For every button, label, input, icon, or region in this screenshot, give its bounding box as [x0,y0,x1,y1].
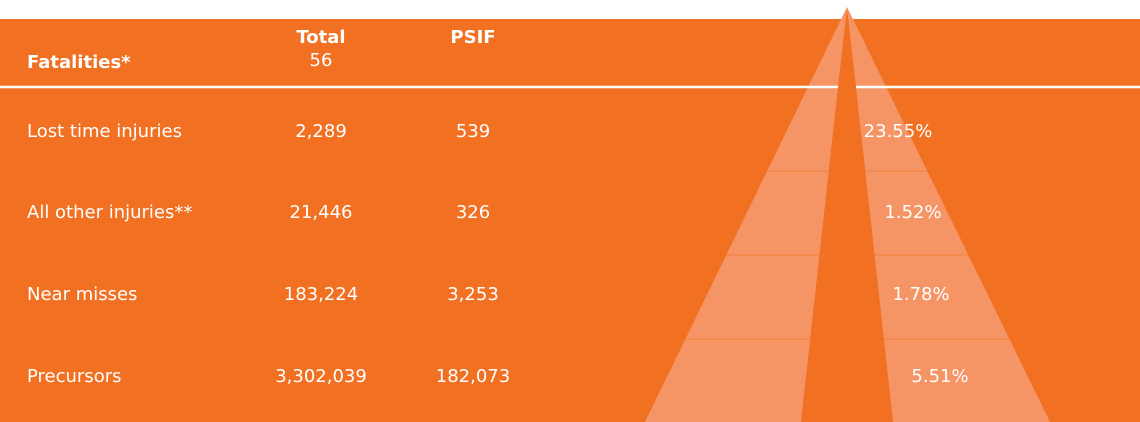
row-psif: 539 [455,121,491,142]
pyramid-left-wedge [645,7,847,422]
pyramid-center [801,7,893,422]
total-column-header: Total [296,27,346,48]
row-percent: 1.78% [892,284,950,305]
row-psif: 326 [455,202,491,223]
row-total: 2,289 [295,121,347,142]
row-label: Near misses [27,284,138,305]
row-total: 3,302,039 [275,366,367,387]
row-total: 183,224 [283,284,359,305]
row-psif: 3,253 [447,284,499,305]
row-percent: 23.55% [863,121,933,142]
row-psif: 182,073 [435,366,511,387]
fatalities-total: 56 [309,50,333,71]
fatalities-label: Fatalities* [27,52,131,73]
pyramid-right-wedge [847,7,1050,422]
row-label: All other injuries** [27,202,193,223]
row-total: 21,446 [289,202,353,223]
row-label: Lost time injuries [27,121,182,142]
row-label: Precursors [27,366,122,387]
row-percent: 1.52% [884,202,942,223]
psif-column-header: PSIF [450,27,496,48]
row-percent: 5.51% [911,366,969,387]
